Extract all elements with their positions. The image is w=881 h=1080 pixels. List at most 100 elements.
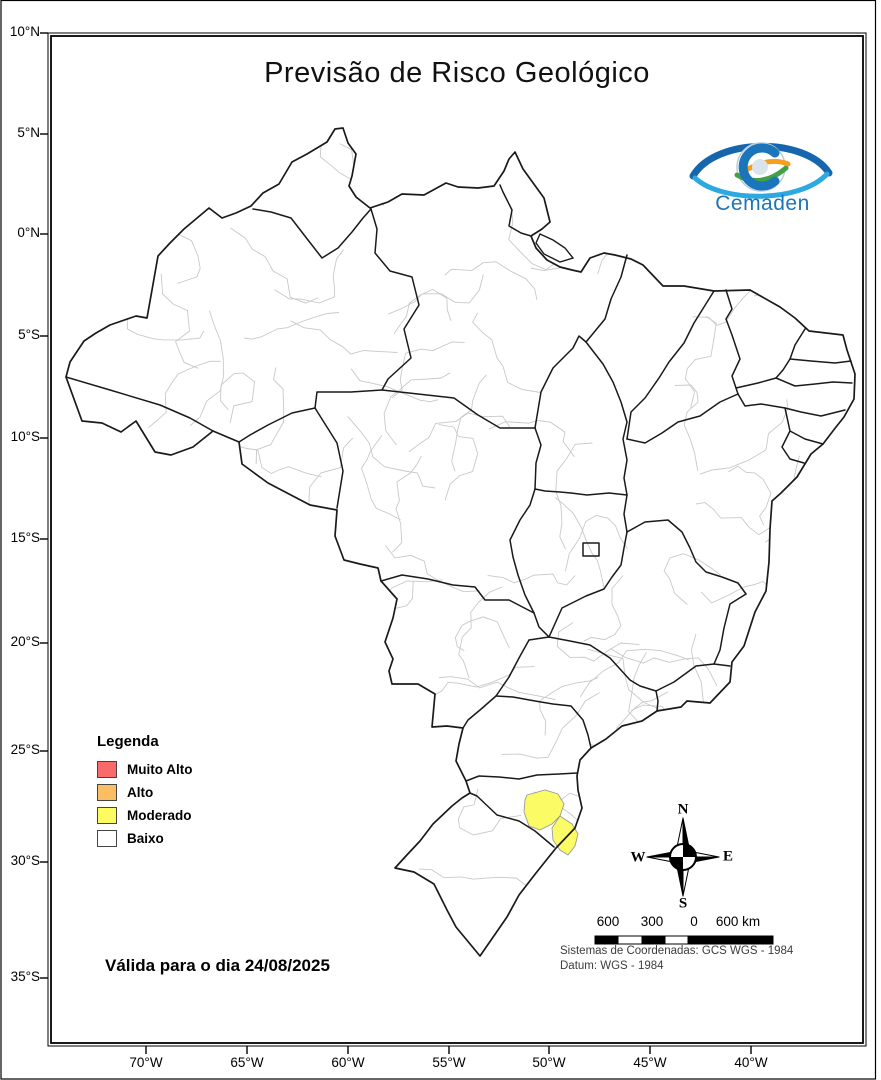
- municipal-border-line: [487, 573, 576, 586]
- municipal-border-line: [555, 497, 605, 590]
- state-border-line: [534, 335, 587, 429]
- state-border-line: [548, 531, 628, 638]
- state-border-line: [585, 254, 628, 343]
- municipal-border-line: [190, 310, 224, 426]
- municipal-border-line: [583, 575, 624, 642]
- legend-title: Legenda: [97, 733, 159, 750]
- municipal-border-line: [255, 367, 285, 465]
- brazil-country-border: [65, 127, 856, 957]
- scale-bar-segment: [664, 935, 689, 945]
- lat-tick-label: 10°N: [9, 24, 40, 39]
- municipal-border-line: [383, 372, 451, 446]
- risk-highlight-polygon: [523, 789, 565, 831]
- municipal-border-line: [244, 312, 340, 340]
- municipal-border-line: [361, 434, 401, 521]
- municipal-border-line: [268, 737, 313, 829]
- lon-tick-label: 40°W: [734, 1055, 768, 1070]
- municipal-border-line: [418, 868, 531, 889]
- coordinate-system-note: Sistemas de Coordenadas: GCS WGS - 1984 …: [560, 944, 793, 974]
- state-border-line: [370, 208, 420, 391]
- scale-bar-segment: [687, 935, 774, 945]
- lat-tick-label: 30°S: [10, 853, 40, 868]
- state-border-line: [65, 376, 214, 432]
- legend-item: Baixo: [97, 829, 192, 848]
- municipal-border-line: [194, 526, 258, 579]
- scale-bar-label: 600: [596, 914, 620, 929]
- municipal-border-line: [501, 692, 600, 759]
- state-border-line: [314, 389, 383, 409]
- municipal-border-line: [258, 712, 328, 758]
- lat-tick-label: 35°S: [10, 969, 40, 984]
- legend-items: Muito Alto Alto Moderado Baixo: [97, 760, 192, 848]
- state-border-line: [381, 389, 536, 429]
- state-border-line: [528, 636, 657, 692]
- marajo-island: [535, 233, 575, 263]
- legend-item-label: Moderado: [127, 808, 192, 823]
- lat-tick-label: 10°S: [10, 429, 40, 444]
- legend-item-label: Baixo: [127, 831, 164, 846]
- legend-item: Muito Alto: [97, 760, 192, 779]
- municipal-border-line: [84, 240, 154, 300]
- scale-bar-segment: [641, 935, 666, 945]
- lat-tick-label: 5°N: [17, 125, 40, 140]
- state-borders: [65, 184, 853, 848]
- legend-swatch-baixo: [97, 830, 117, 847]
- municipal-border-line: [438, 423, 479, 501]
- compass-west-label: W: [630, 849, 646, 866]
- map-frame-inner: [50, 35, 864, 1044]
- scale-bar-label: 300: [640, 914, 664, 929]
- lat-tick-label: 5°S: [18, 327, 40, 342]
- municipal-border-line: [290, 320, 398, 355]
- municipal-border-line: [712, 696, 756, 814]
- lon-tick-label: 45°W: [633, 1055, 667, 1070]
- lat-tick-label: 20°S: [10, 634, 40, 649]
- municipal-border-line: [321, 618, 354, 713]
- state-border-line: [495, 695, 592, 749]
- compass-north-label: N: [677, 801, 689, 818]
- municipal-border-line: [457, 788, 522, 836]
- state-border-line: [469, 792, 555, 848]
- compass-east-label: E: [722, 848, 734, 865]
- lon-tick-label: 60°W: [331, 1055, 365, 1070]
- municipal-border-line: [373, 756, 416, 843]
- state-border-line: [582, 542, 600, 557]
- state-border-line: [784, 407, 824, 445]
- municipal-border-line: [108, 175, 155, 257]
- scale-bar-segment: [594, 935, 619, 945]
- legend-item: Moderado: [97, 806, 192, 825]
- map-legend: Legenda Muito Alto Alto Moderado Baixo: [97, 733, 192, 852]
- state-border-line: [252, 208, 372, 259]
- legend-item-label: Muito Alto: [127, 762, 193, 777]
- municipal-border-line: [439, 676, 556, 701]
- cemaden-logo-icon: [689, 142, 833, 199]
- crs-line1: Sistemas de Coordenadas: GCS WGS - 1984: [560, 945, 794, 957]
- municipal-border-line: [77, 128, 126, 148]
- municipal-border-line: [764, 511, 819, 555]
- scale-bar-label: 600 km: [715, 914, 761, 929]
- state-border-line: [499, 184, 532, 237]
- crs-line2: Datum: WGS - 1984: [560, 960, 664, 972]
- cemaden-logo-text: Cemaden: [715, 192, 810, 215]
- municipal-border-line: [728, 465, 772, 526]
- state-border-line: [509, 488, 536, 614]
- municipal-border-line: [408, 412, 511, 453]
- municipal-border-line: [472, 312, 541, 393]
- lon-tick-label: 70°W: [129, 1055, 163, 1070]
- municipal-border-line: [751, 640, 765, 753]
- municipal-border-line: [763, 739, 815, 839]
- legend-item: Alto: [97, 783, 192, 802]
- municipal-border-line: [684, 315, 717, 409]
- legend-item-label: Alto: [127, 785, 154, 800]
- municipal-border-line: [325, 570, 361, 664]
- municipal-border-line: [219, 533, 284, 590]
- state-border-line: [314, 407, 344, 509]
- municipal-border-line: [388, 274, 484, 315]
- state-border-line: [789, 358, 852, 364]
- state-border-line: [655, 663, 715, 692]
- municipal-border-line: [240, 693, 277, 777]
- municipal-border-line: [579, 648, 690, 698]
- lon-tick-label: 65°W: [230, 1055, 264, 1070]
- state-border-line: [713, 593, 747, 667]
